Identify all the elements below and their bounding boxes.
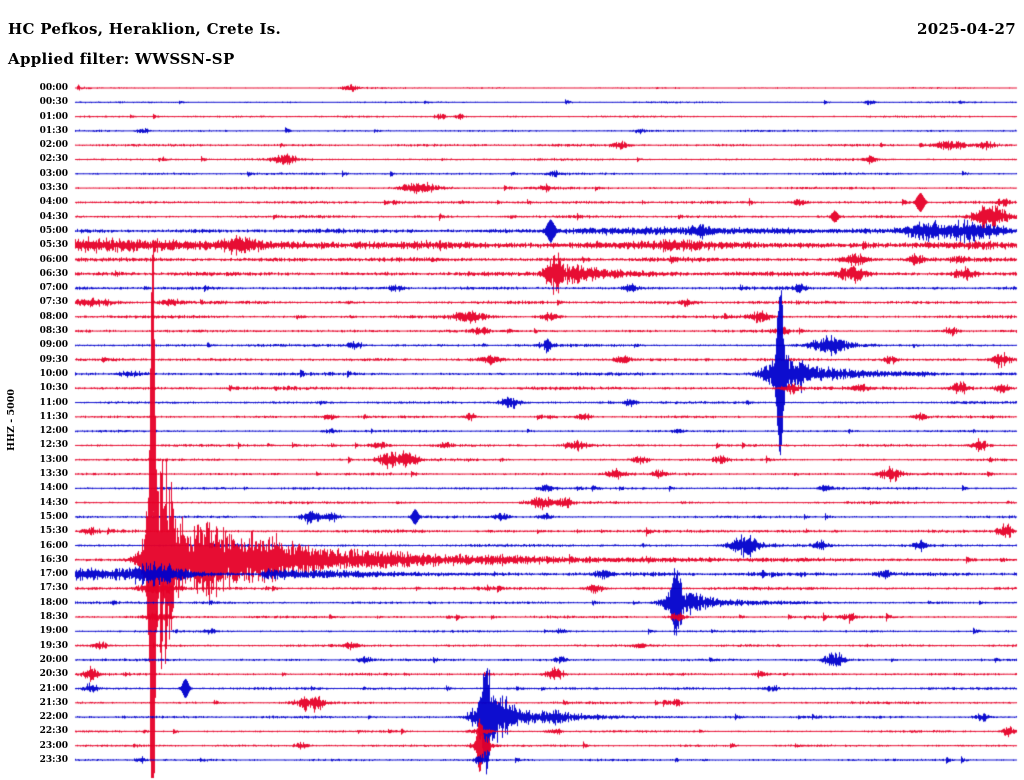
- header: HC Pefkos, Heraklion, Crete Is. 2025-04-…: [8, 20, 1016, 38]
- time-label: 21:00: [39, 683, 68, 694]
- time-label: 18:30: [39, 612, 68, 623]
- time-label: 20:00: [39, 654, 68, 665]
- time-label: 18:00: [39, 597, 68, 608]
- time-label: 10:00: [39, 368, 68, 379]
- time-label: 02:30: [39, 154, 68, 165]
- time-label: 10:30: [39, 383, 68, 394]
- time-label: 15:00: [39, 511, 68, 522]
- time-label: 15:30: [39, 526, 68, 537]
- time-label: 00:30: [39, 97, 68, 108]
- time-label: 21:30: [39, 697, 68, 708]
- filter-label: Applied filter: WWSSN-SP: [8, 50, 235, 68]
- time-label: 06:30: [39, 268, 68, 279]
- time-label: 01:00: [39, 111, 68, 122]
- time-label: 22:00: [39, 712, 68, 723]
- time-label: 12:00: [39, 426, 68, 437]
- time-label: 11:00: [39, 397, 68, 408]
- time-label: 07:00: [39, 283, 68, 294]
- time-label: 11:30: [39, 411, 68, 422]
- time-label: 17:30: [39, 583, 68, 594]
- time-label: 05:30: [39, 240, 68, 251]
- time-label: 16:30: [39, 554, 68, 565]
- time-label: 14:00: [39, 483, 68, 494]
- time-label: 13:30: [39, 469, 68, 480]
- time-label: 04:30: [39, 211, 68, 222]
- time-label: 17:00: [39, 569, 68, 580]
- time-label: 01:30: [39, 125, 68, 136]
- time-label: 23:30: [39, 755, 68, 765]
- time-label: 16:00: [39, 540, 68, 551]
- time-label: 09:30: [39, 354, 68, 365]
- time-label: 08:00: [39, 311, 68, 322]
- time-label: 19:00: [39, 626, 68, 637]
- time-label: 22:30: [39, 726, 68, 737]
- date-label: 2025-04-27: [917, 20, 1016, 38]
- time-label: 08:30: [39, 326, 68, 337]
- time-label: 06:00: [39, 254, 68, 265]
- time-label: 13:00: [39, 454, 68, 465]
- time-label: 05:00: [39, 225, 68, 236]
- time-label: 20:30: [39, 669, 68, 680]
- time-label: 19:30: [39, 640, 68, 651]
- time-label: 14:30: [39, 497, 68, 508]
- time-label: 04:00: [39, 197, 68, 208]
- time-label: 07:30: [39, 297, 68, 308]
- time-label: 23:00: [39, 740, 68, 751]
- time-label: 00:00: [39, 83, 68, 93]
- time-label: 02:00: [39, 140, 68, 151]
- time-label: 03:30: [39, 183, 68, 194]
- time-label: 09:00: [39, 340, 68, 351]
- station-title: HC Pefkos, Heraklion, Crete Is.: [8, 20, 282, 38]
- time-label: 03:00: [39, 168, 68, 179]
- time-label: 12:30: [39, 440, 68, 451]
